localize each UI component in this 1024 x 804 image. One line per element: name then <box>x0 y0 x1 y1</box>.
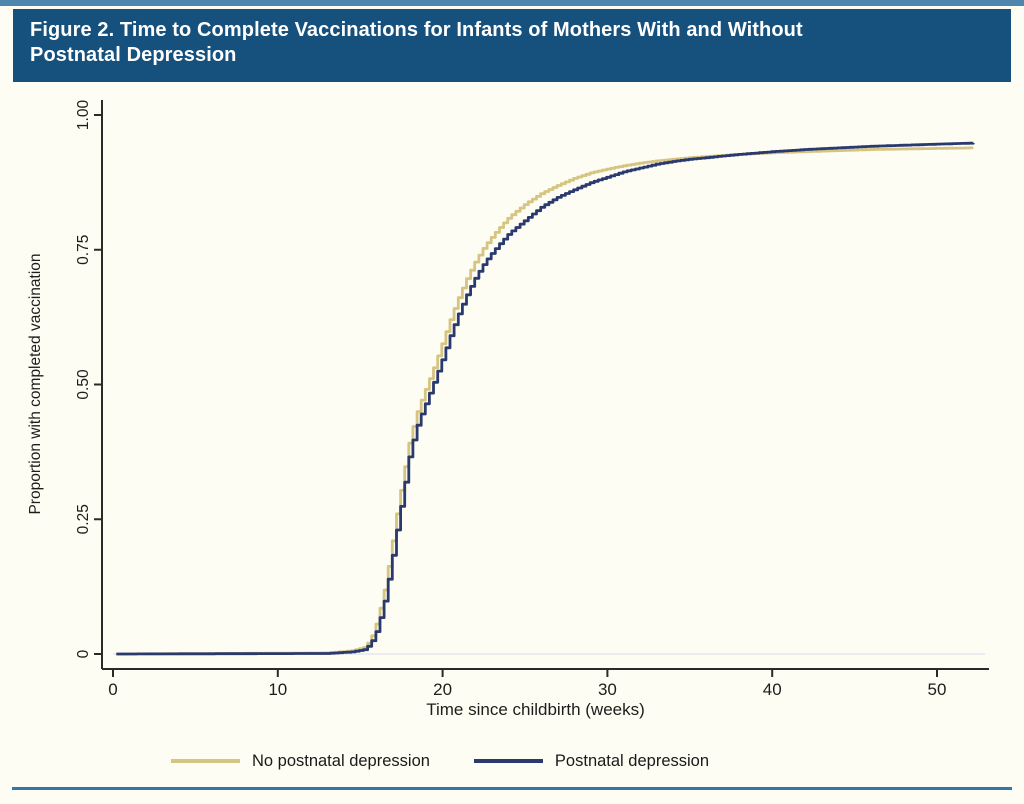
legend-label-no-postnatal-depression: No postnatal depression <box>251 751 430 770</box>
chart-legend: No postnatal depression Postnatal depres… <box>140 748 740 774</box>
x-axis-title: Time since childbirth (weeks) <box>426 700 645 719</box>
figure-title-line-1: Figure 2. Time to Complete Vaccinations … <box>30 19 803 41</box>
curve-no-postnatal-depression <box>116 146 974 656</box>
legend-line-swatch-no-postnatal-depression <box>170 759 240 763</box>
figure-title-line-2: Postnatal Depression <box>30 44 237 66</box>
y-tick-label: 0 <box>75 649 92 658</box>
bottom-accent-rule <box>12 787 1012 790</box>
curve-postnatal-depression <box>116 141 975 656</box>
legend-item-postnatal-depression: Postnatal depression <box>473 751 710 771</box>
y-tick-label: 0.25 <box>75 504 92 534</box>
y-axis-title: Proportion with completed vaccination <box>27 253 44 515</box>
legend-item-no-postnatal-depression: No postnatal depression <box>170 751 430 771</box>
x-tick-label: 50 <box>928 680 947 699</box>
figure-title-bar: Figure 2. Time to Complete Vaccinations … <box>13 9 1011 82</box>
legend-label-postnatal-depression: Postnatal depression <box>554 751 710 770</box>
x-tick-label: 0 <box>108 680 117 699</box>
x-tick-label: 10 <box>268 680 287 699</box>
y-tick-label: 1.00 <box>75 100 92 131</box>
x-tick-label: 30 <box>598 680 617 699</box>
legend-line-swatch-postnatal-depression <box>473 759 543 763</box>
y-tick-label: 0.50 <box>75 369 92 400</box>
top-accent-strip <box>0 0 1024 6</box>
x-tick-label: 40 <box>763 680 782 699</box>
y-tick-label: 0.75 <box>75 235 92 265</box>
x-tick-label: 20 <box>433 680 452 699</box>
